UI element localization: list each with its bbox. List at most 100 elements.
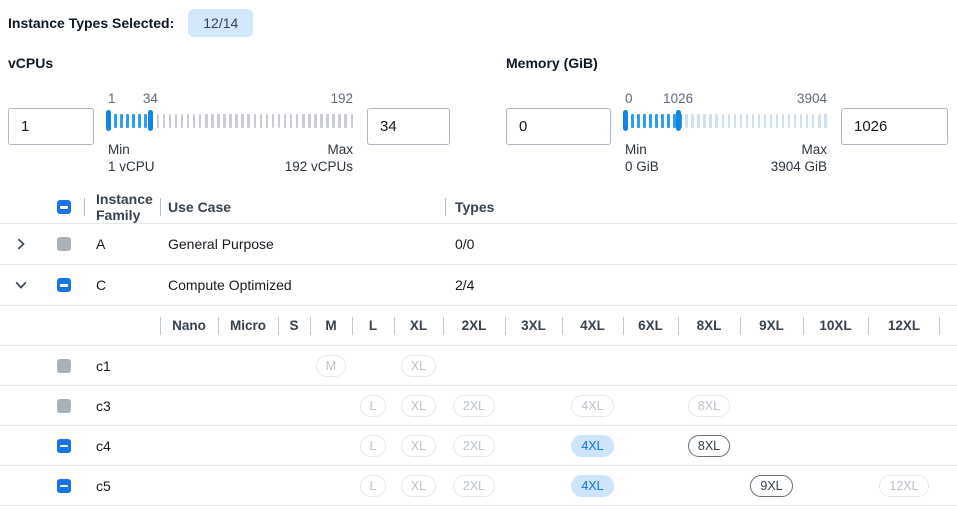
instance-name: c4 [96,437,111,454]
family-name: A [96,236,106,252]
selection-summary-bar: Instance Types Selected: 12/14 [0,0,957,38]
vcpus-slider-max-handle[interactable] [148,110,154,131]
vcpus-slider-tick [277,113,281,128]
memory-slider-min-handle[interactable] [623,110,628,131]
vcpus-slider-tick [132,113,135,128]
vcpus-slider-tick [180,113,184,128]
vcpus-slider-tick [247,113,250,128]
vcpu-range-slider[interactable] [106,109,353,132]
column-header-instance-family: Instance Family [96,191,153,223]
vcpus-slider-tick [229,113,232,128]
vcpus-slider-tick [344,113,347,128]
instance-row-c5: c5 L XL 2XL 4XL 9XL 12XL [0,466,957,506]
c4-4XL-pill[interactable]: 4XL [571,434,614,457]
c4-8XL-pill[interactable]: 8XL [687,434,731,457]
memory-slider-tick [661,113,664,128]
vcpu-filter: vCPUs 1 34 192 Min 1 vCPU Max 192 [8,55,506,175]
memory-slider-tick [763,113,767,128]
memory-slider-max-handle[interactable] [676,110,682,131]
c3-XL-pill: XL [400,394,437,417]
types-count-value: 0/0 [455,236,475,252]
vcpus-slider-tick [186,113,190,128]
c4-L-pill: L [359,434,387,457]
instance-types-selected-label: Instance Types Selected: [8,15,175,31]
vcpus-slider-tick [198,113,202,128]
c5-checkbox[interactable] [57,478,71,493]
vcpus-slider-tick [156,113,159,128]
memory-min-input[interactable] [506,108,611,145]
family-C-checkbox[interactable] [57,278,71,292]
memory-slider-tick [818,113,821,128]
select-all-checkbox[interactable] [57,200,71,214]
memory-slider-tick [709,113,712,128]
memory-slider-tick [751,113,755,128]
vcpu-max-input[interactable] [367,108,450,145]
size-column-12XL: 12XL [887,318,921,333]
memory-slider-tick [733,113,737,128]
memory-slider-tick [739,113,743,128]
instance-row-c3: c3 L XL 2XL 4XL 8XL [0,386,957,426]
size-column-S: S [289,318,299,333]
instance-name: c3 [96,397,111,414]
c5-L-pill: L [359,474,387,497]
c4-checkbox[interactable] [57,438,71,453]
memory-slider-tick [769,113,773,128]
vcpu-scale-max-label: 192 [330,91,353,106]
vcpu-scale-min-label: 1 [108,91,116,106]
vcpus-slider-tick [205,113,208,128]
memory-max-caption: Max 3904 GiB [770,142,827,174]
c5-9XL-pill[interactable]: 9XL [750,474,793,497]
vcpu-scale-row: 1 34 192 [108,89,353,109]
memory-scale-max-label: 3904 [796,91,827,106]
vcpus-slider-tick [320,113,323,128]
vcpus-slider-tick [338,113,341,128]
memory-slider-tick [655,113,658,128]
c5-4XL-pill[interactable]: 4XL [571,474,614,497]
vcpus-slider-tick [174,113,178,128]
memory-slider-tick [643,113,646,128]
size-column-6XL: 6XL [638,318,663,333]
header-chevron-spacer [0,191,44,223]
column-header-use-case: Use Case [168,199,232,215]
memory-slider-tick [805,113,809,128]
c5-12XL-pill: 12XL [879,474,929,497]
vcpu-scale-selected-label: 34 [142,91,158,106]
selected-count-badge: 12/14 [188,9,254,37]
memory-max-input[interactable] [841,108,948,145]
vcpu-min-input[interactable] [8,108,94,145]
vcpus-slider-tick [289,113,293,128]
memory-slider-tick [745,113,749,128]
family-row-C: C Compute Optimized 2/4 [0,265,957,306]
memory-slider-tick [793,113,797,128]
memory-scale-selected-label: 1026 [663,91,694,106]
vcpus-slider-tick [308,113,311,128]
vcpus-slider-tick [265,113,269,128]
vcpus-slider-tick [235,113,238,128]
chevron-right-icon[interactable] [14,237,28,251]
instance-row-c1: c1 M XL [0,346,957,386]
use-case-value: General Purpose [168,236,274,252]
vcpus-slider-min-handle[interactable] [106,110,111,131]
memory-scale-min-label: 0 [625,91,633,106]
c3-checkbox [57,398,71,413]
vcpus-slider-tick [162,113,166,128]
memory-slider-tick [649,113,652,128]
memory-slider-block: 0 1026 3904 Min 0 GiB Max 3904 GiB [623,89,827,175]
filters-section: vCPUs 1 34 192 Min 1 vCPU Max 192 [0,55,957,175]
vcpus-slider-tick [302,113,305,128]
vcpu-max-caption: Max 192 vCPUs [284,142,353,174]
instance-row-c4: c4 L XL 2XL 4XL 8XL [0,426,957,466]
size-column-9XL: 9XL [759,318,784,333]
memory-slider-tick [703,113,706,128]
memory-range-slider[interactable] [623,109,827,132]
chevron-down-icon[interactable] [14,278,28,292]
vcpus-slider-tick [332,113,335,128]
size-column-8XL: 8XL [696,318,722,333]
c1-XL-pill: XL [400,354,437,377]
vcpus-slider-tick [283,113,287,128]
vcpus-slider-tick [144,113,147,128]
memory-slider-tick [799,113,803,128]
vcpus-slider-tick [138,113,141,128]
vcpus-slider-tick [295,113,299,128]
instance-family-table: Instance Family Use Case Types A General … [0,191,957,506]
